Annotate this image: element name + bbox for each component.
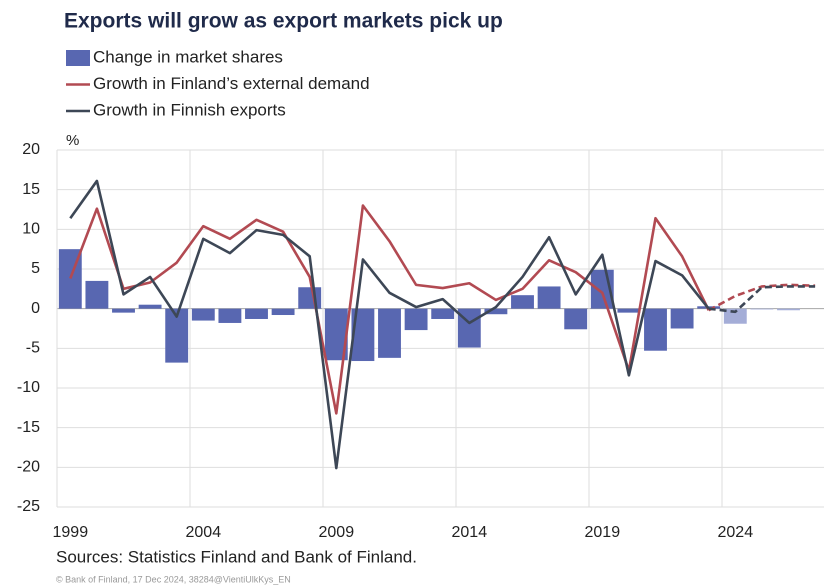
y-tick-label: -25	[17, 498, 40, 515]
bar	[617, 308, 641, 313]
bar	[85, 280, 109, 309]
x-tick-label: 2024	[718, 524, 754, 541]
y-tick-label: -10	[17, 379, 40, 396]
bar	[218, 308, 242, 323]
bar	[138, 304, 162, 309]
source: Sources: Statistics Finland and Bank of …	[56, 547, 417, 566]
line	[69, 204, 710, 415]
legend-swatch	[66, 50, 90, 66]
bar	[298, 287, 322, 309]
legend-label: Growth in Finland’s external demand	[93, 74, 370, 93]
bar	[777, 308, 800, 311]
bar	[165, 308, 189, 363]
bar	[511, 295, 534, 309]
x-tick-label: 2014	[452, 524, 488, 541]
y-tick-label: 0	[31, 300, 40, 317]
bar	[191, 308, 215, 321]
legend-label: Growth in Finnish exports	[93, 100, 286, 119]
bar	[564, 308, 588, 330]
x-tick-label: 2019	[585, 524, 621, 541]
bar	[670, 308, 694, 329]
line	[69, 179, 710, 470]
y-unit: %	[66, 132, 79, 149]
bar	[351, 308, 375, 362]
x-tick-label: 2009	[319, 524, 355, 541]
y-tick-label: -15	[17, 419, 40, 436]
bar	[245, 308, 268, 319]
y-tick-label: 15	[22, 181, 40, 198]
y-tick-label: 10	[22, 221, 40, 238]
bar	[271, 308, 295, 316]
copyright: © Bank of Finland, 17 Dec 2024, 38284@Vi…	[56, 574, 291, 584]
bar	[404, 308, 428, 331]
bar	[750, 308, 774, 310]
y-tick-label: 5	[31, 260, 40, 277]
bar	[431, 308, 455, 319]
legend-label: Change in market shares	[93, 47, 283, 66]
y-tick-label: 20	[22, 141, 40, 158]
bar	[723, 308, 747, 324]
y-tick-label: -20	[17, 459, 40, 476]
bar	[112, 308, 135, 313]
bar	[484, 308, 508, 315]
bar	[378, 308, 401, 358]
y-tick-label: -5	[26, 340, 40, 357]
bar	[324, 308, 348, 361]
x-tick-label: 1999	[53, 524, 89, 541]
forecast-line	[708, 285, 816, 314]
chart-title: Exports will grow as export markets pick…	[64, 10, 503, 33]
x-tick-label: 2004	[186, 524, 222, 541]
forecast-line	[708, 283, 816, 312]
bar	[537, 286, 561, 309]
bar	[644, 308, 667, 351]
